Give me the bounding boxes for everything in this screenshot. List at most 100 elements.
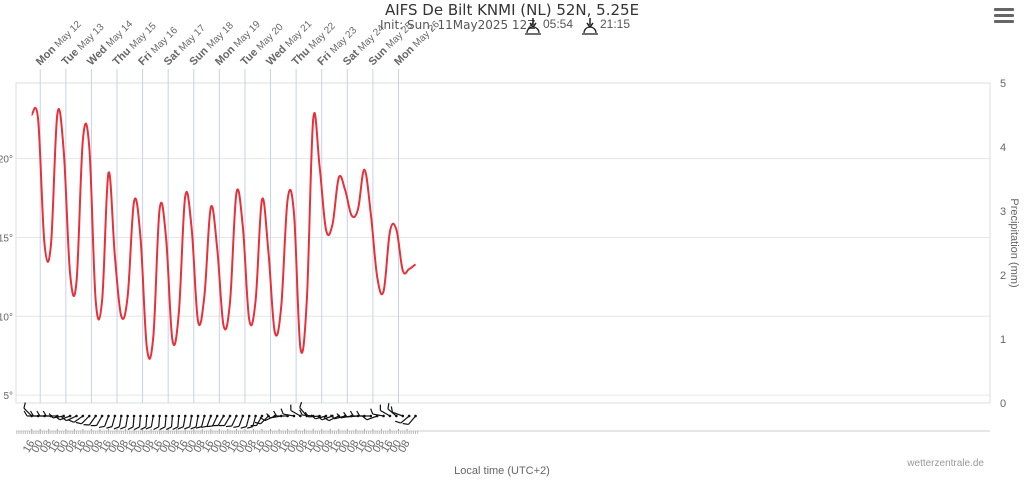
wind-barb-flag: [390, 406, 394, 413]
wind-barb-staff: [290, 409, 301, 417]
y2-tick-label: 0: [1000, 398, 1006, 410]
wind-barb-staff: [81, 415, 90, 425]
hamburger-menu-icon[interactable]: [994, 6, 1014, 24]
wind-barb-staff: [125, 415, 129, 427]
x-tick-label: 00: [106, 438, 123, 455]
wind-barb: [177, 414, 187, 430]
wind-barb-flag: [240, 426, 247, 429]
y-tick-label: 5°: [3, 391, 13, 402]
wind-barb-dot: [241, 414, 245, 418]
wind-barb-flag: [266, 413, 271, 419]
y2-tick-label: 2: [1000, 270, 1006, 282]
x-tick-label: 08: [396, 438, 413, 455]
wind-barb: [299, 409, 315, 418]
wind-barb-dot: [177, 414, 181, 418]
wind-barb-dot: [382, 414, 385, 418]
credits-link[interactable]: wetterzentrale.de: [907, 458, 984, 469]
wind-barb-dot: [87, 414, 91, 418]
wind-barb-dot: [375, 414, 379, 418]
day-label-dow: Sat: [162, 45, 185, 68]
wind-barb: [233, 414, 245, 429]
wind-barb-dot: [254, 414, 257, 418]
wind-barb-staff: [270, 415, 282, 419]
x-tick-label: 16: [21, 438, 38, 455]
wind-barb-flag: [250, 424, 257, 427]
day-label: Tue May 20: [239, 21, 286, 68]
wind-barb-staff: [212, 415, 218, 427]
day-label: Thu May 22: [290, 20, 338, 68]
day-label: Mon May 19: [213, 18, 263, 68]
wind-barb-flag: [402, 422, 409, 426]
x-tick-label: 08: [115, 438, 132, 455]
day-label: Fri May 16: [136, 24, 180, 68]
wind-barb-flag: [127, 426, 134, 431]
wind-barb-staff: [206, 415, 212, 427]
wind-barb: [61, 414, 78, 422]
wind-barb: [218, 414, 232, 427]
day-label: Thu May 15: [111, 20, 159, 68]
wind-barb-flag: [280, 408, 284, 415]
wind-barb: [317, 414, 334, 421]
day-label-date: May 16: [149, 25, 180, 56]
day-label-date: May 20: [255, 21, 286, 52]
x-tick-label: 08: [371, 438, 388, 455]
wind-barb-flag: [190, 426, 197, 430]
wind-barb-flag: [254, 421, 261, 425]
wind-barb: [83, 414, 97, 426]
wind-barb-flag: [343, 411, 348, 418]
wind-barb-dot: [126, 414, 129, 418]
wind-barb-staff: [217, 415, 225, 426]
x-tick-label: 00: [132, 438, 149, 455]
wind-barb-dot: [337, 414, 341, 418]
y2-tick-label: 1: [1000, 334, 1006, 346]
x-tick-label: 00: [209, 438, 226, 455]
wind-barb-flag: [75, 421, 82, 425]
x-tick-label: 00: [29, 438, 46, 455]
day-label-dow: Sat: [341, 45, 364, 68]
wind-barb-flag: [310, 414, 316, 420]
wind-barb: [113, 414, 123, 430]
wind-barb-flag: [48, 413, 54, 419]
x-tick-label: 16: [149, 438, 166, 455]
x-tick-label: 08: [345, 438, 362, 455]
wind-barb-staff: [308, 415, 320, 418]
wind-barb-flag: [233, 425, 240, 429]
wind-barb-staff: [23, 407, 33, 417]
x-tick-label: 16: [46, 438, 63, 455]
y-tick-label: 15°: [0, 233, 13, 244]
wind-barb-staff: [88, 415, 97, 426]
x-tick-label: 00: [336, 438, 353, 455]
temperature-line: [30, 106, 417, 360]
wind-barb-dot: [247, 414, 251, 418]
wind-barb-staff: [321, 415, 333, 421]
wind-barb-staff: [189, 415, 193, 427]
x-tick-label: 00: [285, 438, 302, 455]
x-tick-label: 08: [38, 438, 55, 455]
wind-barb-flag: [54, 415, 61, 421]
wind-barb-staff: [177, 415, 180, 428]
wind-barb: [310, 414, 328, 420]
wind-barb: [23, 402, 34, 418]
wind-barb: [304, 411, 321, 418]
wind-barb: [329, 414, 347, 420]
wind-barb-flag: [206, 425, 213, 428]
x-tick-label: 16: [174, 438, 191, 455]
wind-barb-dot: [145, 414, 149, 418]
y2-tick-label: 4: [1000, 142, 1006, 154]
day-label-dow: Thu: [111, 43, 136, 68]
wind-barb-flag: [290, 404, 292, 411]
wind-barb-dot: [55, 414, 59, 418]
wind-barb-dot: [350, 414, 353, 418]
menu-bar-line: [994, 14, 1014, 17]
x-tick-label: 00: [388, 438, 405, 455]
x-tick-label: 00: [157, 438, 174, 455]
y2-tick-label: 3: [1000, 206, 1006, 218]
x-tick-label: 08: [63, 438, 80, 455]
wind-barb: [290, 404, 302, 418]
x-tick-label: 16: [302, 438, 319, 455]
wind-barb-staff: [299, 407, 308, 417]
wind-barb-flag: [329, 414, 335, 420]
wind-barb-dot: [203, 414, 206, 418]
wind-barb: [68, 414, 85, 423]
wind-barb-staff: [158, 415, 161, 428]
